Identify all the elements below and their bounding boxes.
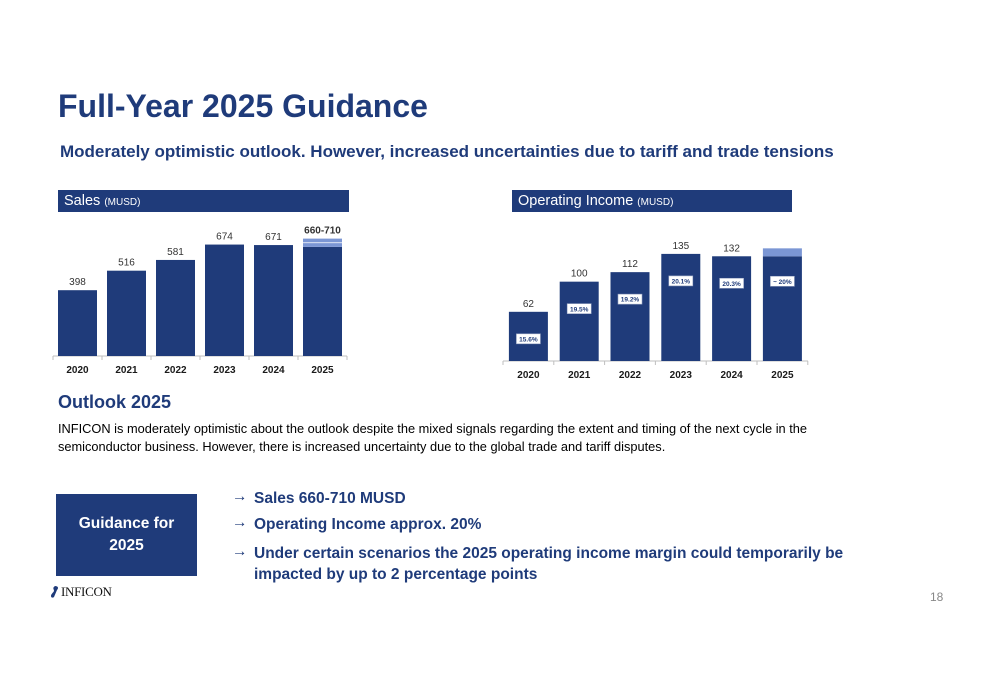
sales-category-label-2020: 2020 — [66, 365, 89, 376]
oi-margin-box-2025 — [770, 275, 795, 287]
outlook-text: INFICON is moderately optimistic about t… — [58, 421, 808, 454]
guidance-bullet-operating-income: → Operating Income approx. 20% — [232, 514, 894, 535]
sales-value-label-2023: 674 — [216, 232, 233, 243]
operating-income-chart: 62 2020 15.6% 100 2021 19.5% 112 2022 19.2% 135 20… — [502, 241, 809, 381]
oi-margin-label-2020: 15.6% — [519, 336, 538, 343]
logo-text: INFICON — [61, 584, 112, 599]
oi-bar-2022 — [610, 272, 650, 361]
logo-mark-icon — [51, 586, 59, 598]
guidance-bullet-scenario: → Under certain scenarios the 2025 opera… — [232, 543, 894, 585]
oi-margin-box-2020 — [516, 333, 541, 345]
arrow-right-icon: → — [232, 514, 248, 531]
oi-margin-box-2023 — [668, 275, 694, 287]
sales-bar-2023 — [205, 244, 244, 356]
sales-bar-2021 — [107, 270, 146, 356]
sales-value-label-2022: 581 — [167, 247, 184, 258]
operating-income-chart-header: Operating Income (MUSD) — [512, 190, 792, 212]
guidance-bullet-text: Sales 660-710 MUSD — [254, 490, 406, 507]
sales-header-label: Sales — [64, 193, 101, 209]
sales-bar-2025 — [303, 246, 342, 356]
outlook-heading: Outlook 2025 — [58, 392, 172, 412]
sales-category-label-2021: 2021 — [115, 365, 138, 376]
sales-value-label-2020: 398 — [69, 277, 86, 288]
arrow-right-icon: → — [232, 543, 248, 560]
page-title: Full-Year 2025 Guidance — [58, 88, 428, 124]
oi-category-label-2022: 2022 — [619, 370, 642, 381]
page-number: 18 — [930, 590, 944, 604]
guidance-bullet-sales: → Sales 660-710 MUSD — [232, 488, 894, 509]
oi-margin-label-2024: 20.3% — [722, 281, 741, 288]
sales-value-label-2025: 660-710 — [304, 226, 341, 237]
inficon-logo: INFICON — [50, 584, 112, 600]
oi-category-label-2021: 2021 — [568, 370, 591, 381]
sales-value-label-2024: 671 — [265, 232, 282, 243]
oi-margin-label-2025: ~ 20% — [773, 279, 792, 286]
oi-header-label: Operating Income — [518, 193, 634, 209]
guidance-box-label: Guidance for 2025 — [78, 515, 175, 554]
oi-margin-label-2021: 19.5% — [570, 306, 589, 313]
oi-value-label-2022: 112 — [622, 259, 638, 270]
oi-margin-label-2022: 19.2% — [621, 297, 640, 304]
oi-margin-box-2022 — [617, 293, 643, 305]
sales-bar-2020 — [58, 290, 97, 356]
oi-bar-2023 — [661, 253, 701, 361]
sales-bar-2022 — [156, 259, 195, 356]
page-subtitle: Moderately optimistic outlook. However, … — [60, 142, 834, 161]
oi-margin-box-2024 — [719, 277, 744, 289]
sales-chart: 398 2020 516 2021 581 2022 674 2023 671 2024 660-7… — [52, 226, 348, 376]
oi-value-label-2024: 132 — [723, 243, 740, 254]
oi-margin-label-2023: 20.1% — [672, 279, 691, 286]
oi-value-label-2020: 62 — [523, 299, 535, 310]
sales-bar-2024 — [254, 245, 293, 356]
oi-category-label-2023: 2023 — [670, 370, 693, 381]
oi-bar-2024 — [712, 256, 752, 361]
sales-category-label-2023: 2023 — [213, 365, 236, 376]
oi-value-label-2023: 135 — [672, 241, 689, 252]
oi-margin-box-2021 — [566, 303, 592, 314]
oi-bar-2021 — [559, 281, 599, 361]
sales-header-unit: (MUSD) — [104, 197, 141, 208]
oi-category-label-2020: 2020 — [517, 370, 540, 381]
guidance-bullet-text: Under certain scenarios the 2025 operati… — [254, 545, 844, 583]
sales-value-label-2021: 516 — [118, 258, 135, 269]
sales-category-label-2022: 2022 — [164, 365, 187, 376]
oi-bar-2025 — [762, 256, 802, 361]
guidance-box: Guidance for 2025 — [56, 494, 197, 576]
sales-category-label-2025: 2025 — [311, 365, 334, 376]
sales-chart-header: Sales (MUSD) — [58, 190, 349, 212]
guidance-bullet-text: Operating Income approx. 20% — [254, 516, 482, 533]
arrow-right-icon: → — [232, 488, 248, 505]
sales-category-label-2024: 2024 — [262, 365, 285, 376]
oi-header-unit: (MUSD) — [637, 197, 674, 208]
oi-guidance-range-bar — [762, 248, 802, 257]
oi-value-label-2021: 100 — [571, 269, 588, 280]
oi-category-label-2024: 2024 — [720, 370, 743, 381]
oi-category-label-2025: 2025 — [771, 370, 794, 381]
